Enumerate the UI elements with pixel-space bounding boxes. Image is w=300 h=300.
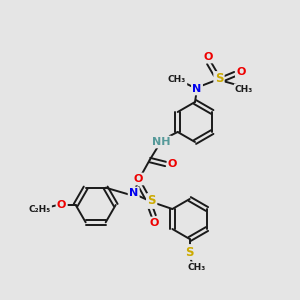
Text: O: O [57, 200, 66, 210]
Text: CH₃: CH₃ [168, 76, 186, 85]
Text: O: O [168, 159, 177, 169]
Text: N: N [192, 84, 202, 94]
Text: N: N [129, 188, 138, 198]
Text: C₂H₅: C₂H₅ [28, 206, 51, 214]
Text: CH₃: CH₃ [235, 85, 253, 94]
Text: CH₃: CH₃ [188, 262, 206, 272]
Text: S: S [215, 73, 223, 85]
Text: O: O [236, 67, 246, 77]
Text: NH: NH [152, 137, 171, 147]
Text: O: O [150, 218, 159, 228]
Text: O: O [203, 52, 213, 62]
Text: S: S [147, 194, 156, 208]
Text: O: O [134, 174, 143, 184]
Text: S: S [185, 245, 194, 259]
